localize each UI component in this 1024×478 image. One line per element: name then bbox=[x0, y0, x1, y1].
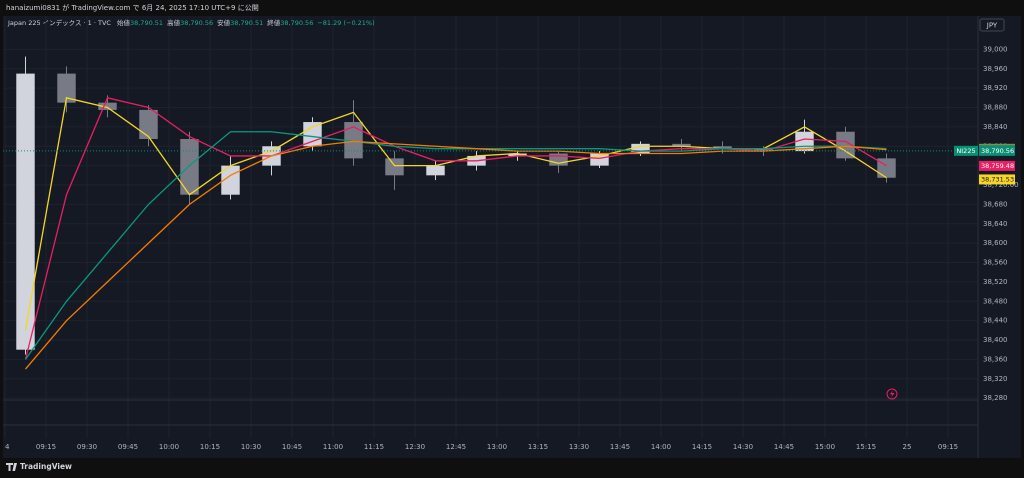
price-label-bg bbox=[979, 160, 1015, 171]
moving-average bbox=[24, 97, 887, 360]
x-tick-label: 11:00 bbox=[323, 443, 343, 451]
symbol: Japan 225 インデックス · 1 · TVC bbox=[7, 18, 111, 27]
candle-body bbox=[139, 109, 158, 139]
y-tick-label: 38,280 bbox=[983, 394, 1008, 402]
y-tick-label: 38,480 bbox=[983, 297, 1008, 305]
x-tick-label: 15:15 bbox=[856, 443, 876, 451]
price-label: 38,731.53 bbox=[981, 175, 1014, 183]
candle-body bbox=[16, 73, 35, 350]
y-tick-label: 38,360 bbox=[983, 355, 1008, 363]
change: −81.29 (−0.21%) bbox=[317, 19, 374, 27]
currency-button[interactable] bbox=[979, 18, 1005, 32]
candle-body bbox=[631, 143, 650, 154]
x-tick-label: 14:15 bbox=[692, 443, 712, 451]
candle-body bbox=[508, 153, 527, 156]
price-label-bg bbox=[979, 145, 1015, 156]
candle-body bbox=[713, 146, 732, 149]
chart-bg bbox=[3, 16, 1021, 458]
y-tick-label: 38,640 bbox=[983, 220, 1008, 228]
ohlc-label: 始値 bbox=[117, 18, 131, 27]
candle-body bbox=[754, 148, 773, 152]
y-tick-label: 38,840 bbox=[983, 123, 1008, 131]
moving-average bbox=[24, 131, 887, 360]
x-tick-label: 10:45 bbox=[282, 443, 302, 451]
y-tick-label: 38,520 bbox=[983, 278, 1008, 286]
moving-average bbox=[25, 140, 887, 370]
x-tick-label: 14:00 bbox=[651, 443, 671, 451]
ohlc-value: 38,790.56 bbox=[280, 19, 313, 27]
y-tick-label: 38,320 bbox=[983, 375, 1008, 383]
x-tick-label: 10:15 bbox=[200, 443, 220, 451]
x-tick-label: 13:00 bbox=[487, 443, 507, 451]
candle-body bbox=[303, 122, 322, 147]
logo bbox=[6, 463, 17, 471]
x-tick-label: 4 bbox=[5, 443, 10, 451]
ohlc-label: 高値 bbox=[167, 18, 181, 27]
x-tick-label: 14:30 bbox=[733, 443, 753, 451]
event-icon-bolt bbox=[890, 390, 895, 398]
candle-body bbox=[57, 73, 76, 103]
y-tick-label: 38,920 bbox=[983, 84, 1008, 92]
candle-body bbox=[98, 102, 117, 110]
y-tick-label: 39,000 bbox=[983, 45, 1008, 53]
y-tick-label: 38,600 bbox=[983, 239, 1008, 247]
x-tick-label: 12:45 bbox=[446, 443, 466, 451]
event-icon[interactable] bbox=[886, 388, 898, 400]
y-tick-label: 38,720.00 bbox=[983, 181, 1019, 189]
symbol-tag-bg bbox=[954, 145, 978, 156]
y-tick-label: 38,680 bbox=[983, 200, 1008, 208]
candle-body bbox=[426, 165, 445, 176]
x-tick-label: 09:30 bbox=[77, 443, 97, 451]
x-tick-label: 14:45 bbox=[774, 443, 794, 451]
x-tick-label: 15:00 bbox=[815, 443, 835, 451]
ohlc-label: 安値 bbox=[217, 18, 231, 27]
y-tick-label: 38,400 bbox=[983, 336, 1008, 344]
y-tick-label: 38,560 bbox=[983, 259, 1008, 267]
x-tick-label: 10:30 bbox=[241, 443, 261, 451]
brand: TradingView bbox=[20, 462, 72, 471]
x-tick-label: 13:15 bbox=[528, 443, 548, 451]
x-tick-label: 13:45 bbox=[610, 443, 630, 451]
x-tick-label: 11:15 bbox=[364, 443, 384, 451]
publish-line: hanaizumi0831 が TradingView.com で 6月 24,… bbox=[6, 3, 259, 12]
x-tick-label: 09:45 bbox=[118, 443, 138, 451]
y-tick-label: 38,880 bbox=[983, 104, 1008, 112]
symbol-tag: NI225 bbox=[956, 147, 975, 155]
candle-body bbox=[344, 122, 363, 159]
y-tick-label: 38,440 bbox=[983, 317, 1008, 325]
currency[interactable]: JPY bbox=[986, 22, 998, 30]
x-tick-label: 09:15 bbox=[938, 443, 958, 451]
candle-body bbox=[180, 138, 199, 195]
x-tick-label: 25 bbox=[903, 443, 912, 451]
ohlc-value: 38,790.51 bbox=[130, 19, 163, 27]
y-tick-label: 38,960 bbox=[983, 65, 1008, 73]
ohlc-value: 38,790.56 bbox=[180, 19, 213, 27]
x-tick-label: 10:00 bbox=[159, 443, 179, 451]
x-tick-label: 09:15 bbox=[36, 443, 56, 451]
ohlc-value: 38,790.51 bbox=[230, 19, 263, 27]
candle-body bbox=[836, 131, 855, 159]
price-axis bbox=[978, 16, 1021, 458]
price-label: 38,759.48 bbox=[981, 162, 1014, 170]
price-label-bg bbox=[979, 174, 1015, 185]
candle-body bbox=[672, 143, 691, 147]
price-label: 38,790.56 bbox=[981, 147, 1014, 155]
x-tick-label: 12:30 bbox=[405, 443, 425, 451]
x-tick-label: 13:30 bbox=[569, 443, 589, 451]
candle-body bbox=[385, 158, 404, 176]
ohlc-label: 終値 bbox=[267, 18, 281, 27]
